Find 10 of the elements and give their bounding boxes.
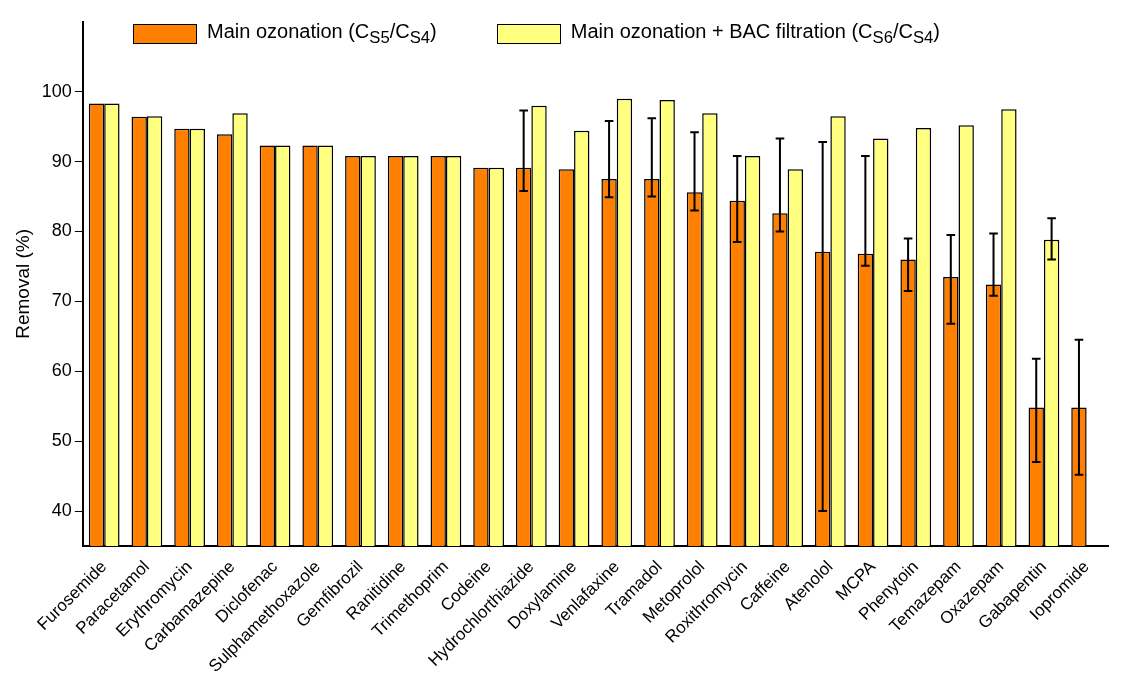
y-tick-label: 70 [51,290,72,311]
y-tick-label: 40 [51,500,72,521]
y-axis-title: Removal (%) [11,228,33,339]
legend-label: Main ozonation + BAC filtration (C$_{S6}$/C$_{S4}$) [570,20,940,48]
y-tick-label: 80 [51,220,72,241]
y-tick-label: 90 [51,150,72,171]
y-tick-label: 60 [51,360,72,381]
y-tick-label: 100 [41,80,72,101]
y-tick-label: 50 [51,430,72,451]
legend-label: Main ozonation (C$_{S5}$/C$_{S4}$) [207,20,437,48]
